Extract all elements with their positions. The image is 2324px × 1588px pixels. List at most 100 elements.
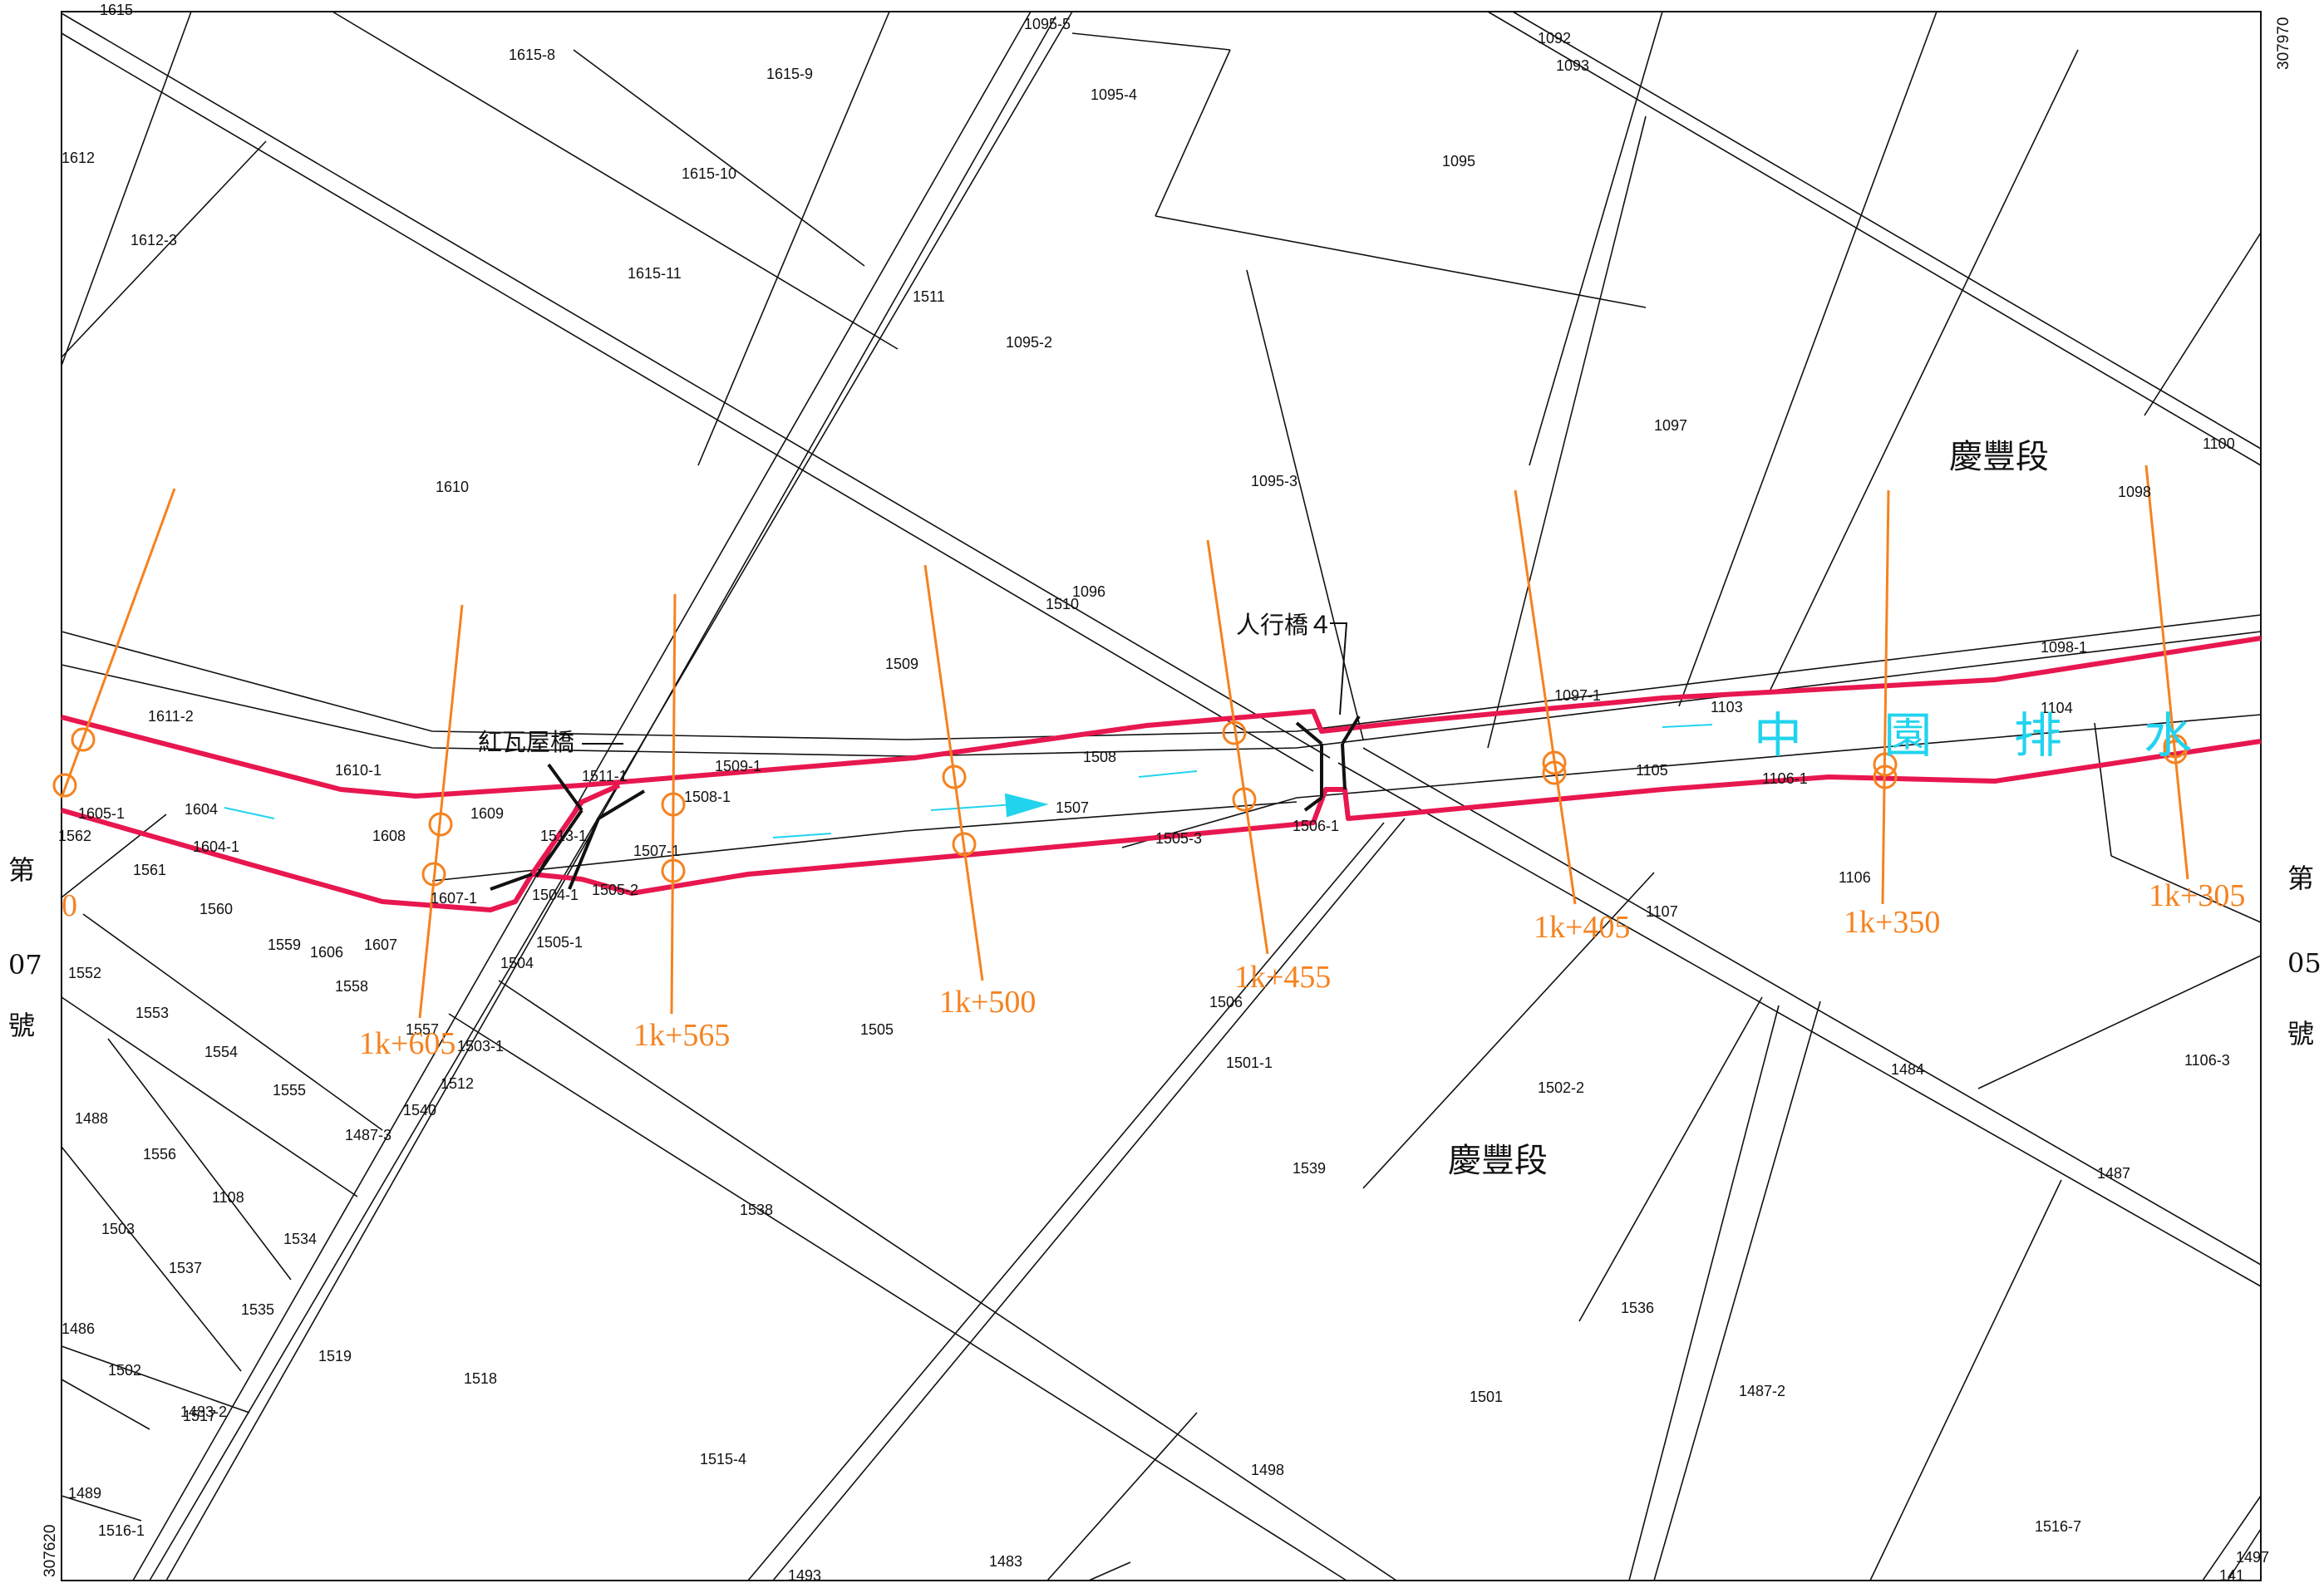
parcel-label: 1095-4 [1091, 86, 1137, 103]
parcel-label: 1608 [372, 828, 406, 844]
flow-arrows [224, 724, 1713, 838]
parcel-label: 1095 [1442, 153, 1475, 170]
chainage-label: 1k+500 [939, 985, 1036, 1020]
parcel-label: 1537 [169, 1260, 202, 1276]
parcel-lines [61, 11, 2262, 1581]
parcel-label: 1552 [68, 965, 101, 981]
parcel-label: 141 [2219, 1567, 2244, 1584]
parcel-label: 1106-3 [2184, 1052, 2230, 1069]
parcel-label: 1561 [133, 862, 166, 878]
parcel-label: 1610 [436, 479, 469, 495]
parcel-label: 1095-2 [1006, 334, 1052, 351]
chainage-labels: 1k+605 1k+565 1k+500 1k+455 1k+405 1k+35… [62, 878, 2245, 1061]
parcel-label: 1512 [441, 1075, 474, 1092]
parcel-label: 1606 [310, 944, 343, 961]
parcel-label: 1493 [788, 1567, 821, 1584]
coord-top-right: 307970 [2275, 17, 2292, 70]
parcel-label: 1483-2 [180, 1404, 227, 1420]
parcel-label: 1505-3 [1155, 830, 1202, 847]
parcel-label: 1607 [364, 937, 397, 953]
parcel-label: 1483 [989, 1553, 1022, 1570]
bridge-lines [490, 715, 1361, 891]
left-sheet-char1: 第 [8, 854, 35, 886]
chainage-label: 1k+605 [359, 1026, 455, 1061]
parcel-label: 1615-11 [628, 265, 682, 282]
parcel-label: 1517 [183, 1408, 216, 1424]
parcel-label: 1519 [318, 1348, 352, 1364]
chainage-label: 1k+350 [1844, 905, 1940, 940]
parcel-label: 1516-7 [2035, 1518, 2081, 1535]
bridge-label-hongwawu: 紅瓦屋橋 [478, 728, 574, 756]
parcel-label: 1534 [283, 1231, 317, 1247]
parcel-label: 1540 [403, 1102, 436, 1118]
section-label-north: 慶豐段 [1949, 438, 2049, 476]
parcel-label: 1513-1 [540, 828, 587, 844]
parcel-label: 1501 [1470, 1389, 1503, 1405]
parcel-label: 1487 [2097, 1165, 2130, 1182]
parcel-label: 1610-1 [335, 762, 382, 779]
parcel-label: 1535 [241, 1301, 274, 1318]
left-sheet-char2: 號 [8, 1010, 35, 1041]
parcel-label: 1106-1 [1762, 770, 1808, 787]
parcel-label: 1487-2 [1739, 1383, 1785, 1399]
parcel-label: 1615-10 [682, 165, 736, 182]
parcel-label: 1556 [143, 1146, 176, 1163]
left-sheet-number: 07 [8, 949, 42, 981]
parcel-label: 1489 [68, 1485, 101, 1502]
parcel-label: 1612 [62, 150, 95, 166]
canal-boundary [61, 636, 2262, 912]
parcel-label: 1105 [1636, 762, 1668, 779]
right-sheet-number: 05 [2287, 947, 2322, 979]
parcel-label: 1507-1 [633, 843, 680, 859]
parcel-label: 1487-3 [345, 1127, 391, 1143]
parcel-label: 1510 [1046, 596, 1079, 612]
parcel-label: 1515-4 [700, 1451, 746, 1468]
parcel-label: 1607-1 [431, 890, 477, 907]
parcel-label: 1100 [2203, 435, 2235, 452]
parcel-label: 1504 [500, 955, 534, 971]
parcel-label: 1536 [1621, 1300, 1654, 1316]
parcel-label: 1508 [1083, 749, 1116, 765]
parcel-label: 1093 [1556, 57, 1589, 74]
parcel-label: 1612-3 [130, 232, 177, 248]
section-label-south: 慶豐段 [1448, 1142, 1548, 1180]
parcel-label: 1538 [740, 1202, 773, 1218]
parcel-label: 1506 [1209, 994, 1243, 1010]
parcel-label: 1502 [108, 1362, 141, 1379]
parcel-label: 1539 [1292, 1160, 1326, 1177]
parcel-label: 1098-1 [2041, 639, 2087, 656]
parcel-label: 1095-3 [1251, 473, 1297, 489]
parcel-label: 1562 [58, 828, 91, 844]
parcel-label: 1558 [335, 978, 368, 995]
parcel-label: 1511 [913, 288, 945, 305]
parcel-label: 1609 [470, 805, 504, 822]
parcel-label: 1503 [101, 1221, 135, 1237]
chainage-label: 0 [62, 888, 77, 923]
parcel-label: 1604 [185, 801, 218, 818]
parcel-label: 1108 [212, 1189, 244, 1206]
parcel-labels: 1615 1615-8 1615-9 1095-5 1092 1093 1095-4 1612… [58, 2, 2269, 1584]
parcel-label: 1106 [1839, 869, 1871, 886]
parcel-label: 1488 [75, 1110, 108, 1127]
parcel-label: 1502-2 [1538, 1079, 1584, 1096]
parcel-label: 1518 [464, 1370, 497, 1387]
parcel-label: 1504-1 [532, 887, 579, 903]
parcel-label: 1096 [1072, 583, 1105, 600]
parcel-label: 1554 [204, 1044, 238, 1060]
parcel-label: 1560 [199, 901, 233, 917]
coord-bottom-left: 307620 [42, 1525, 59, 1577]
chainage-label: 1k+405 [1534, 910, 1630, 945]
parcel-label: 1506-1 [1292, 818, 1339, 834]
parcel-label: 1615-9 [766, 66, 813, 82]
parcel-label: 1501-1 [1226, 1055, 1273, 1071]
parcel-label: 1484 [1891, 1061, 1924, 1078]
parcel-label: 1604-1 [193, 838, 239, 855]
parcel-label: 1498 [1251, 1462, 1284, 1478]
parcel-label: 1559 [268, 937, 301, 953]
parcel-label: 1615 [100, 2, 133, 18]
parcel-label: 1503-1 [457, 1038, 504, 1055]
parcel-label: 1507 [1056, 799, 1089, 816]
parcel-label: 1103 [1711, 699, 1743, 715]
cross-section-lines [60, 465, 2189, 1019]
